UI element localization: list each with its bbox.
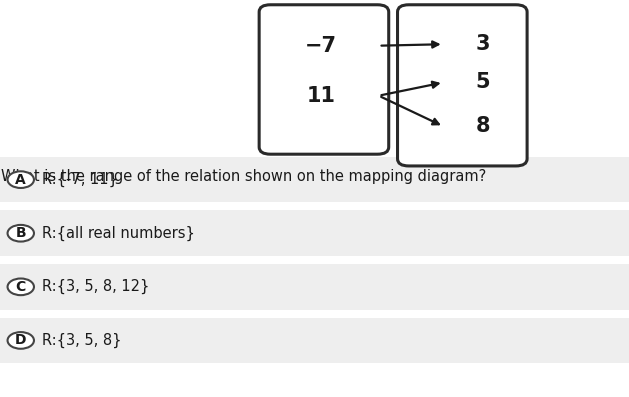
FancyBboxPatch shape [0, 210, 629, 256]
Text: D: D [15, 333, 26, 347]
FancyBboxPatch shape [398, 5, 527, 166]
Text: R:{3, 5, 8, 12}: R:{3, 5, 8, 12} [42, 279, 149, 295]
Circle shape [8, 279, 34, 295]
Text: R:{3, 5, 8}: R:{3, 5, 8} [42, 333, 121, 348]
Text: What is the range of the relation shown on the mapping diagram?: What is the range of the relation shown … [1, 169, 486, 184]
Text: R:{-7, 11}: R:{-7, 11} [42, 172, 118, 187]
FancyBboxPatch shape [0, 157, 629, 202]
Text: A: A [15, 173, 26, 187]
Text: 8: 8 [476, 116, 490, 137]
FancyBboxPatch shape [0, 264, 629, 310]
Circle shape [8, 172, 34, 188]
Text: C: C [16, 280, 26, 294]
Text: −7: −7 [305, 36, 337, 56]
Text: 3: 3 [476, 34, 490, 54]
Text: R:{all real numbers}: R:{all real numbers} [42, 225, 194, 241]
Circle shape [8, 332, 34, 349]
FancyBboxPatch shape [259, 5, 389, 154]
Text: 11: 11 [306, 86, 335, 106]
Text: B: B [16, 226, 26, 240]
Text: 5: 5 [476, 72, 490, 93]
Circle shape [8, 225, 34, 241]
FancyBboxPatch shape [0, 318, 629, 363]
